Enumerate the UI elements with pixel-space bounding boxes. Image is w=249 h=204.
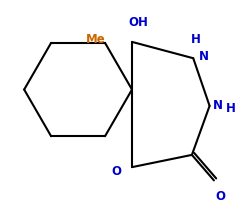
Text: Me: Me [86,32,106,45]
Text: H: H [191,33,201,45]
Text: N: N [213,98,223,111]
Text: H: H [226,101,236,114]
Text: N: N [199,50,209,62]
Text: OH: OH [128,16,148,29]
Text: O: O [112,165,122,177]
Text: O: O [215,190,225,202]
